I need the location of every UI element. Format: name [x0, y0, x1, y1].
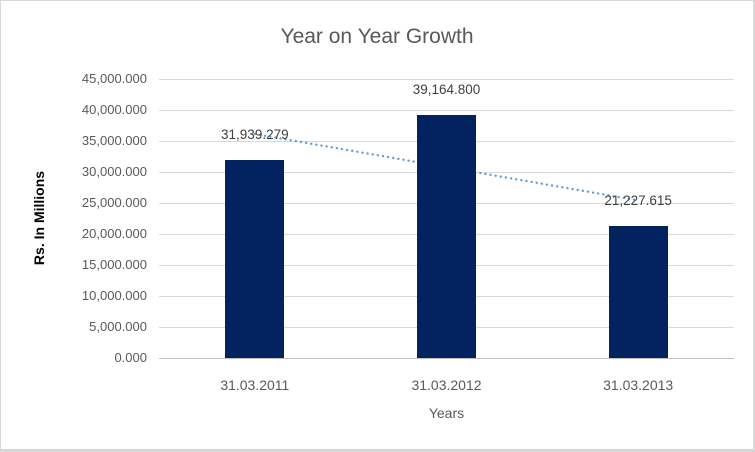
chart-title: Year on Year Growth	[280, 25, 474, 48]
y-tick-label: 30,000.000	[81, 164, 147, 179]
gridline	[159, 110, 734, 111]
y-axis-title: Rs. In Millions	[31, 170, 47, 266]
gridline	[159, 79, 734, 80]
x-axis-line	[159, 358, 734, 359]
y-tick-label: 5,000.000	[89, 319, 147, 334]
y-tick-label: 20,000.000	[81, 226, 147, 241]
x-tick-label: 31.03.2012	[411, 377, 482, 393]
x-tick-label: 31.03.2011	[220, 377, 290, 393]
bar-data-label: 31,939.279	[221, 126, 289, 142]
y-tick-label: 35,000.000	[81, 133, 147, 148]
bar-31.03.2013	[608, 226, 668, 358]
bar-data-label: 21,227.615	[604, 193, 672, 209]
bar-data-label: 39,164.800	[412, 82, 481, 98]
bar-31.03.2011	[225, 159, 285, 358]
x-tick-label: 31.03.2013	[603, 377, 674, 393]
y-tick-label: 0.000	[114, 350, 147, 365]
y-tick-label: 15,000.000	[81, 257, 147, 272]
y-tick-label: 45,000.000	[81, 71, 147, 86]
y-tick-label: 40,000.000	[81, 102, 147, 117]
bar-31.03.2012	[417, 115, 476, 358]
y-tick-label: 25,000.000	[81, 195, 147, 210]
y-tick-label: 10,000.000	[81, 288, 147, 303]
x-axis-title: Years	[428, 405, 465, 421]
